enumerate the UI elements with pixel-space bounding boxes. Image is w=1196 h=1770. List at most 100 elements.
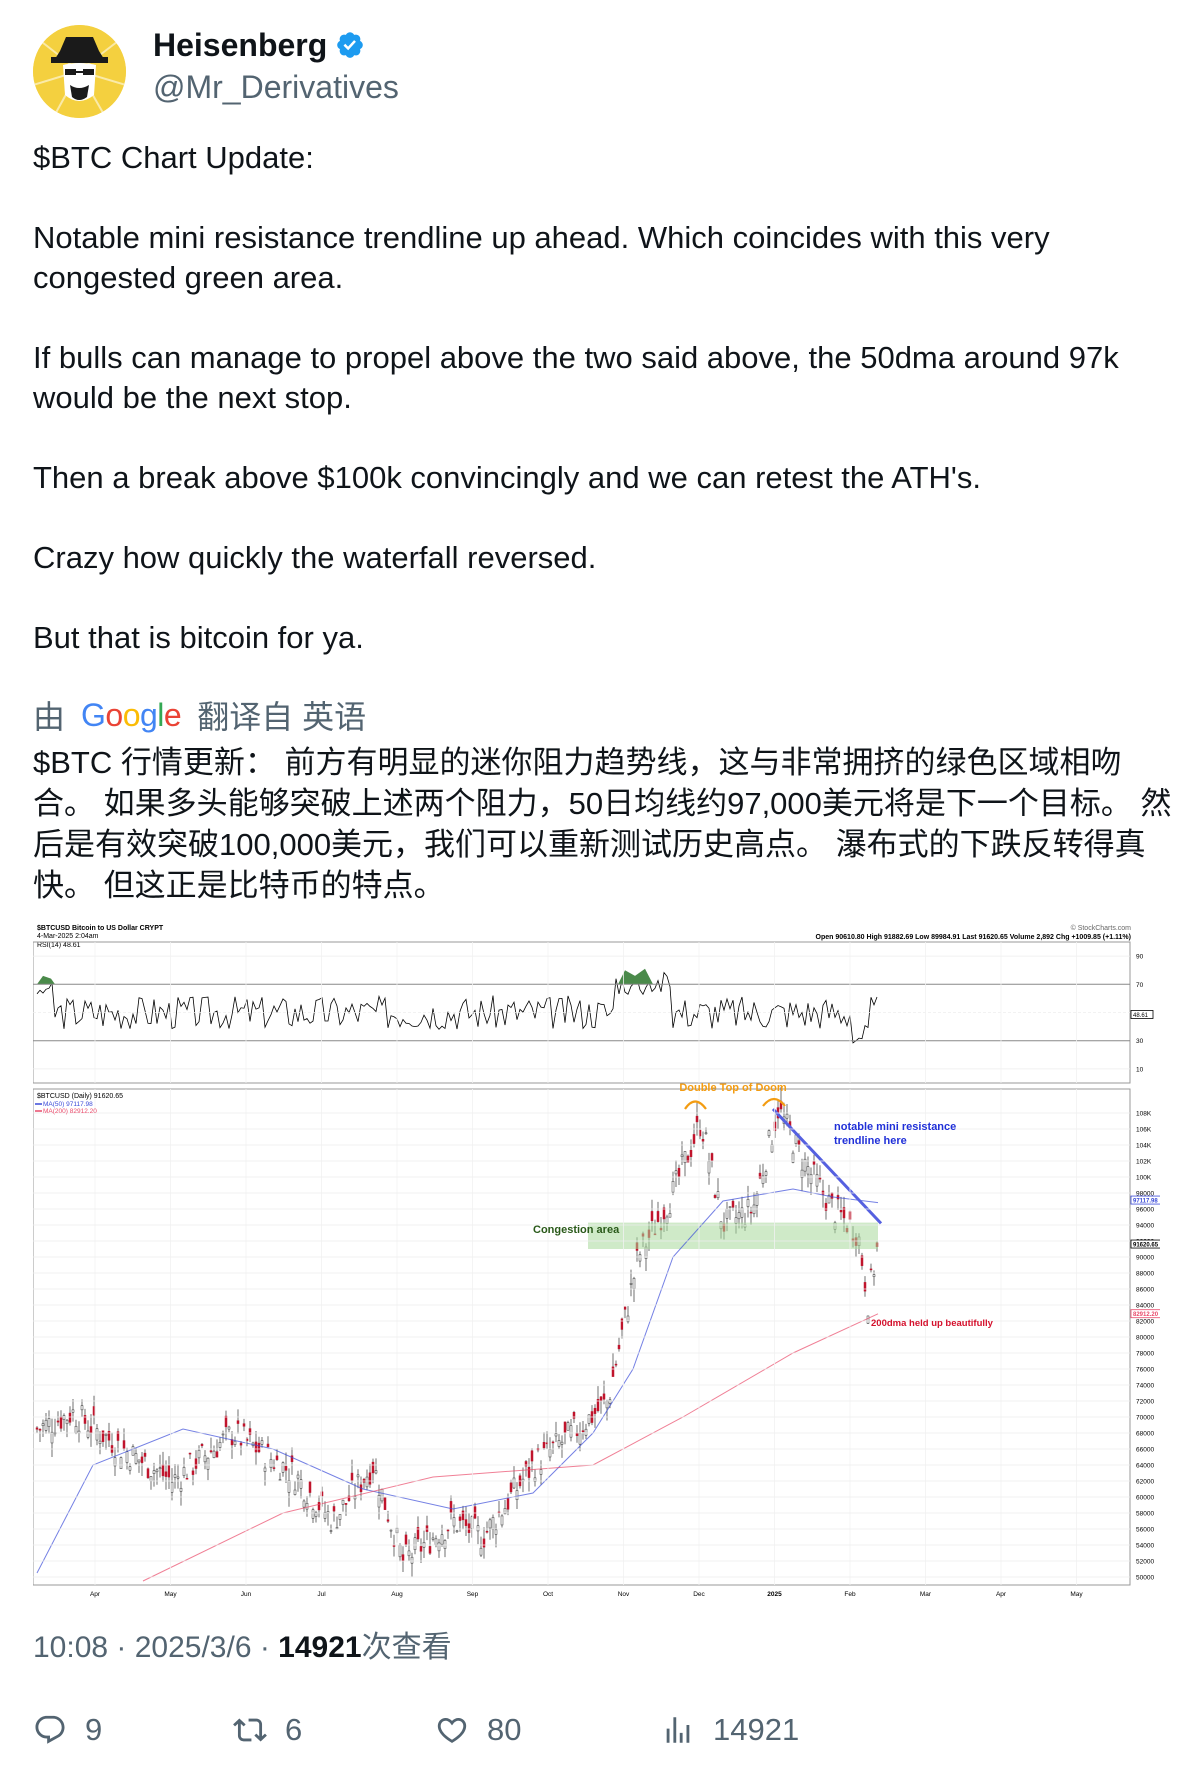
ma50-legend: MA(50) 97117.98 bbox=[43, 1101, 93, 1108]
x-tick-label: Aug bbox=[391, 1591, 403, 1598]
price-legend: $BTCUSD (Daily) 91620.65 bbox=[37, 1093, 123, 1100]
views-label: 次查看 bbox=[361, 1631, 452, 1664]
price-panel bbox=[35, 1087, 883, 1582]
price-tick-label: 54000 bbox=[1136, 1543, 1154, 1550]
resistance-annotation-line2: trendline here bbox=[834, 1135, 907, 1147]
reply-button[interactable]: 9 bbox=[33, 1712, 102, 1748]
price-tick-label: 70000 bbox=[1136, 1415, 1154, 1422]
handle[interactable]: @Mr_Derivatives bbox=[153, 69, 399, 105]
rsi-tick-label: 90 bbox=[1136, 954, 1144, 961]
tweet-paragraph: $BTC Chart Update: bbox=[33, 140, 314, 175]
price-tick-label: 62000 bbox=[1136, 1479, 1154, 1486]
tweet-paragraph: But that is bitcoin for ya. bbox=[33, 620, 364, 655]
ma200-annotation: 200dma held up beautifully bbox=[871, 1318, 994, 1329]
display-name[interactable]: Heisenberg bbox=[153, 25, 365, 65]
price-tick-label: 64000 bbox=[1136, 1463, 1154, 1470]
x-tick-label: Jul bbox=[317, 1591, 326, 1598]
tweet-header: Heisenberg @Mr_Derivatives bbox=[33, 25, 1163, 120]
price-tick-label: 52000 bbox=[1136, 1559, 1154, 1566]
x-tick-label: Feb bbox=[844, 1591, 856, 1598]
price-tick-label: 82000 bbox=[1136, 1319, 1154, 1326]
price-tick-label: 76000 bbox=[1136, 1367, 1154, 1374]
price-tick-label: 80000 bbox=[1136, 1335, 1154, 1342]
price-tick-label: 50000 bbox=[1136, 1575, 1154, 1582]
price-tick-label: 96000 bbox=[1136, 1207, 1154, 1214]
views-button[interactable]: 14921 bbox=[661, 1712, 799, 1748]
chart-header-date: 4-Mar-2025 2:04am bbox=[37, 933, 99, 940]
x-tick-label: Nov bbox=[618, 1591, 630, 1598]
last-price-tag-text: 91620.65 bbox=[1133, 1243, 1159, 1249]
rsi-tick-label: 30 bbox=[1136, 1038, 1144, 1045]
translation-suffix: 翻译自 英语 bbox=[197, 699, 367, 735]
price-tick-label: 66000 bbox=[1136, 1447, 1154, 1454]
tweet-paragraph: If bulls can manage to propel above the … bbox=[33, 340, 1119, 415]
x-tick-label: Oct bbox=[543, 1591, 553, 1598]
price-tick-label: 78000 bbox=[1136, 1351, 1154, 1358]
price-tick-label: 102K bbox=[1136, 1159, 1152, 1166]
price-tick-label: 60000 bbox=[1136, 1495, 1154, 1502]
price-tick-label: 104K bbox=[1136, 1143, 1152, 1150]
tweet-paragraph: Notable mini resistance trendline up ahe… bbox=[33, 220, 1050, 295]
repost-button[interactable]: 6 bbox=[233, 1712, 302, 1748]
chart-source: © StockCharts.com bbox=[1071, 924, 1132, 932]
price-tick-label: 106K bbox=[1136, 1127, 1152, 1134]
x-tick-label: 2025 bbox=[767, 1591, 782, 1598]
tweet-time[interactable]: 10:08 · 2025/3/6 · bbox=[33, 1631, 279, 1664]
ma200-legend: MA(200) 82912.20 bbox=[43, 1108, 97, 1115]
translation-attribution[interactable]: 由 Google 翻译自 英语 bbox=[33, 692, 366, 738]
resistance-annotation-line1: notable mini resistance bbox=[834, 1121, 956, 1133]
translation-prefix: 由 bbox=[33, 699, 66, 735]
resistance-trendline bbox=[771, 1107, 883, 1225]
x-tick-label: Sep bbox=[467, 1591, 479, 1598]
btc-chart-image[interactable]: $BTCUSD Bitcoin to US Dollar CRYPT 4-Mar… bbox=[32, 922, 1162, 1598]
price-tick-label: 58000 bbox=[1136, 1511, 1154, 1518]
rsi-last-tag-text: 48.61 bbox=[1133, 1013, 1149, 1019]
ma50-tag-text: 97117.98 bbox=[1133, 1199, 1158, 1205]
reply-icon bbox=[35, 1715, 65, 1744]
views-count: 14921 bbox=[278, 1631, 362, 1664]
heart-icon bbox=[437, 1717, 467, 1743]
rsi-panel bbox=[36, 968, 878, 1044]
chart-header-right: Open 90610.80 High 91882.69 Low 89984.91… bbox=[816, 934, 1131, 941]
tweet-paragraph: Crazy how quickly the waterfall reversed… bbox=[33, 540, 597, 575]
repost-icon bbox=[233, 1718, 267, 1742]
rsi-overbought-fill bbox=[37, 975, 55, 985]
like-count: 80 bbox=[487, 1712, 522, 1747]
price-tick-label: 98000 bbox=[1136, 1191, 1154, 1198]
reply-count: 9 bbox=[85, 1712, 103, 1747]
rsi-tick-label: 10 bbox=[1136, 1066, 1144, 1073]
rsi-tick-label: 70 bbox=[1136, 982, 1144, 989]
x-tick-label: Dec bbox=[693, 1591, 705, 1598]
price-tick-label: 74000 bbox=[1136, 1383, 1154, 1390]
congestion-area bbox=[588, 1222, 878, 1249]
price-tick-label: 68000 bbox=[1136, 1431, 1154, 1438]
views-action-count: 14921 bbox=[713, 1712, 800, 1747]
rsi-label: RSI(14) 48.61 bbox=[37, 942, 81, 949]
price-tick-label: 88000 bbox=[1136, 1271, 1154, 1278]
price-tick-label: 72000 bbox=[1136, 1399, 1154, 1406]
avatar[interactable] bbox=[33, 25, 126, 118]
price-tick-label: 86000 bbox=[1136, 1287, 1154, 1294]
rsi-last-tag bbox=[1130, 1010, 1154, 1019]
like-button[interactable]: 80 bbox=[435, 1712, 521, 1748]
analytics-icon bbox=[666, 1717, 690, 1743]
x-tick-label: Mar bbox=[920, 1591, 932, 1598]
repost-count: 6 bbox=[285, 1712, 303, 1747]
axes: 108K106K104K102K100K98000960009400092000… bbox=[33, 942, 1162, 1598]
ma200-tag-text: 82912.20 bbox=[1133, 1312, 1159, 1318]
x-tick-label: Jun bbox=[241, 1591, 252, 1598]
price-tick-label: 90000 bbox=[1136, 1255, 1154, 1262]
price-tick-label: 94000 bbox=[1136, 1223, 1154, 1230]
price-tick-label: 56000 bbox=[1136, 1527, 1154, 1534]
ma50-line bbox=[36, 1188, 879, 1574]
tweet-meta: 10:08 · 2025/3/6 · 14921次查看 bbox=[33, 1622, 452, 1666]
congestion-annotation: Congestion area bbox=[533, 1224, 620, 1236]
x-tick-label: May bbox=[164, 1591, 177, 1598]
chart-header-left: $BTCUSD Bitcoin to US Dollar CRYPT bbox=[37, 925, 164, 932]
price-tick-label: 100K bbox=[1136, 1175, 1152, 1182]
x-tick-label: Apr bbox=[90, 1591, 101, 1598]
google-logo: Google bbox=[81, 696, 182, 733]
tweet-paragraph: Then a break above $100k convincingly an… bbox=[33, 460, 981, 495]
price-tick-label: 84000 bbox=[1136, 1303, 1154, 1310]
rsi-overbought-fill bbox=[618, 968, 653, 985]
